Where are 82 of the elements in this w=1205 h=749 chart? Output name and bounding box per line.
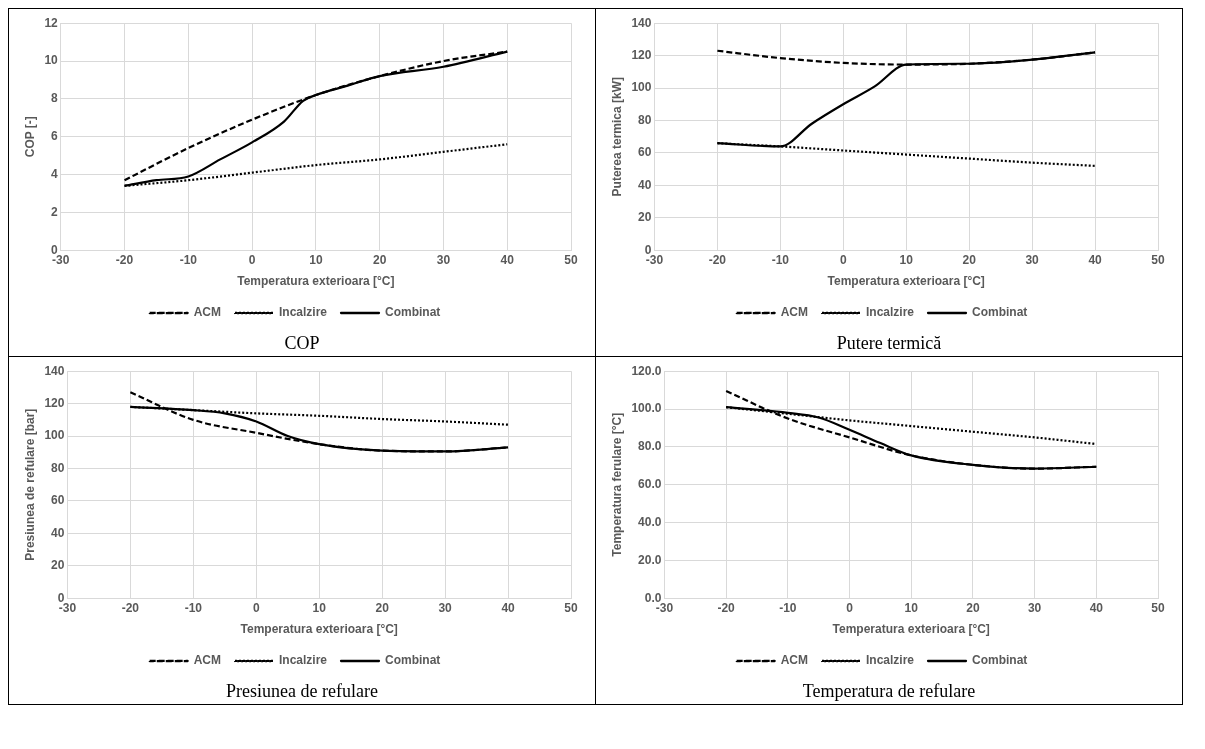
x-tick-label: 20 [375, 600, 390, 615]
x-tick-label: 10 [899, 252, 914, 267]
y-axis-title: COP [-] [22, 116, 37, 158]
x-tick-label: 50 [564, 600, 578, 615]
x-tick-label: -20 [708, 252, 727, 267]
text: Presiunea de refulare [225, 681, 379, 702]
legend-label: Combinat [385, 305, 441, 320]
y-tick-label: 20.0 [638, 552, 662, 567]
y-tick-label: 40 [638, 177, 652, 192]
x-tick-label: -20 [115, 252, 134, 267]
legend-label: Incalzire [278, 653, 328, 668]
x-tick-label: -20 [121, 600, 140, 615]
y-tick-label: 60 [51, 493, 65, 508]
y-tick-label: 8 [51, 91, 59, 106]
x-tick-label: 50 [1151, 600, 1165, 615]
text: COP [283, 333, 321, 354]
y-tick-label: 6 [51, 129, 59, 144]
y-tick-label: 100 [631, 80, 652, 95]
y-tick-label: 40.0 [638, 514, 662, 529]
y-tick-label: 140 [631, 15, 652, 30]
x-axis-title: Temperatura exterioara [°C] [832, 622, 990, 637]
y-tick-label: 10 [44, 53, 59, 68]
x-tick-label: 30 [1027, 600, 1042, 615]
x-tick-label: 40 [500, 252, 515, 267]
legend-label: ACM [193, 305, 221, 320]
x-tick-label: 0 [248, 252, 256, 267]
x-tick-label: 10 [312, 600, 327, 615]
y-tick-label: 60 [638, 145, 652, 160]
y-tick-label: 20 [51, 558, 65, 573]
y-tick-label: 80 [51, 460, 65, 475]
x-tick-label: 10 [309, 252, 323, 267]
y-tick-label: 80.0 [638, 439, 662, 454]
y-tick-label: 60.0 [638, 477, 662, 492]
x-tick-label: 0 [839, 252, 847, 267]
x-axis-title: Temperatura exterioara [°C] [240, 622, 398, 637]
x-tick-label: 50 [1151, 252, 1165, 267]
y-tick-label: 120 [631, 47, 652, 62]
x-tick-label: 0 [252, 600, 260, 615]
x-axis-title: Temperatura exterioara [°C] [237, 274, 395, 289]
y-tick-label: 40 [51, 525, 65, 540]
y-axis-title: Temperatura ferulare [°C] [609, 412, 624, 557]
legend-label: ACM [780, 305, 808, 320]
y-tick-label: 100 [44, 428, 65, 443]
x-tick-label: -20 [717, 600, 736, 615]
y-tick-label: 4 [51, 166, 59, 181]
legend-label: Combinat [972, 653, 1028, 668]
x-tick-label: -10 [771, 252, 790, 267]
legend-label: Combinat [385, 653, 441, 668]
x-tick-label: 10 [904, 600, 919, 615]
x-tick-label: 50 [564, 252, 578, 267]
legend-label: Incalzire [865, 305, 915, 320]
y-tick-label: 80 [638, 112, 652, 127]
x-tick-label: 40 [1088, 252, 1103, 267]
legend-label: Incalzire [865, 653, 915, 668]
y-tick-label: 140 [44, 363, 65, 378]
x-tick-label: 40 [501, 600, 516, 615]
x-axis-title: Temperatura exterioara [°C] [827, 274, 985, 289]
x-tick-label: 40 [1089, 600, 1104, 615]
x-tick-label: -10 [179, 252, 198, 267]
x-tick-label: -10 [184, 600, 203, 615]
y-tick-label: 120.0 [631, 363, 662, 378]
text: Temperatura de refulare [801, 681, 977, 702]
text: Putere termică [835, 333, 943, 354]
legend-label: Combinat [972, 305, 1028, 320]
x-tick-label: 0 [846, 600, 854, 615]
x-tick-label: 30 [1025, 252, 1040, 267]
x-tick-label: 20 [372, 252, 387, 267]
legend-label: ACM [780, 653, 808, 668]
x-tick-label: -10 [779, 600, 797, 615]
legend-label: Incalzire [278, 305, 328, 320]
y-axis-title: Puterea termica [kW] [609, 77, 624, 197]
y-axis-title: Presiunea de refulare [bar] [22, 408, 37, 561]
y-tick-label: 12 [44, 15, 59, 30]
y-tick-label: 120 [44, 395, 65, 410]
y-tick-label: 100.0 [631, 401, 662, 416]
y-tick-label: 20 [638, 210, 652, 225]
legend-label: ACM [193, 653, 221, 668]
x-tick-label: 30 [436, 252, 451, 267]
y-tick-label: 2 [51, 204, 59, 219]
x-tick-label: 20 [962, 252, 977, 267]
x-tick-label: 30 [438, 600, 453, 615]
x-tick-label: 20 [966, 600, 980, 615]
